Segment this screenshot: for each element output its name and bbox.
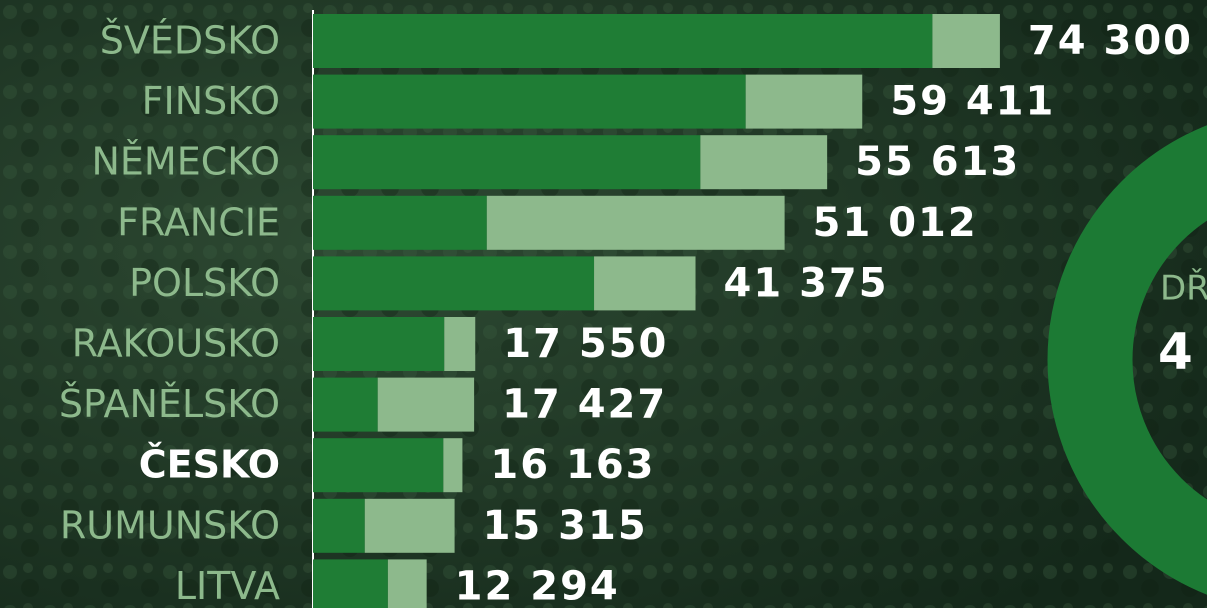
bar-segment: [313, 499, 365, 553]
bar-segment: [365, 499, 455, 553]
bar-segment: [313, 196, 487, 250]
bar-segment: [378, 378, 474, 432]
category-label: FINSKO: [142, 79, 280, 123]
total-label: 59 411: [890, 79, 1055, 125]
bar-segment: [313, 378, 378, 432]
bar-segment: [487, 196, 785, 250]
page: DŘ 4 ŠVÉDSKO 74 300 FINSKO 59 411 NĚMECKO 55 …: [0, 0, 1207, 608]
bar-segment: [313, 256, 594, 310]
bar-segment: [746, 75, 863, 129]
bar-segment: [313, 135, 700, 189]
category-label: FRANCIE: [117, 200, 280, 244]
bar-segment: [313, 14, 932, 68]
category-label: RAKOUSKO: [72, 322, 280, 366]
bar-segment: [388, 559, 427, 608]
total-label: 16 163: [490, 442, 655, 488]
category-label: RUMUNSKO: [60, 503, 280, 547]
bar-segment: [313, 438, 443, 492]
category-label: ŠVÉDSKO: [100, 19, 280, 63]
bar-segment: [932, 14, 999, 68]
total-label: 15 315: [483, 503, 648, 549]
total-label: 17 550: [503, 321, 668, 367]
chart: DŘ 4 ŠVÉDSKO 74 300 FINSKO 59 411 NĚMECKO 55 …: [0, 0, 1207, 608]
bar-segment: [444, 317, 475, 371]
total-label: 17 427: [502, 382, 667, 428]
bar-segment: [594, 256, 695, 310]
bar-segment: [313, 559, 388, 608]
total-label: 74 300: [1028, 18, 1193, 64]
bar-segment: [700, 135, 827, 189]
category-label: NĚMECKO: [91, 140, 280, 184]
category-label: ŠPANĚLSKO: [59, 382, 280, 426]
bar-segment: [313, 317, 444, 371]
bar-segment: [313, 75, 746, 129]
donut-label: DŘ: [1160, 268, 1207, 309]
total-label: 12 294: [455, 563, 620, 608]
total-label: 41 375: [724, 260, 889, 306]
category-label: LITVA: [175, 564, 280, 608]
category-label: POLSKO: [129, 261, 280, 305]
category-label: ČESKO: [139, 443, 280, 487]
donut-value: 4: [1158, 323, 1193, 381]
total-label: 51 012: [813, 200, 978, 246]
total-label: 55 613: [855, 139, 1020, 185]
bar-segment: [443, 438, 462, 492]
